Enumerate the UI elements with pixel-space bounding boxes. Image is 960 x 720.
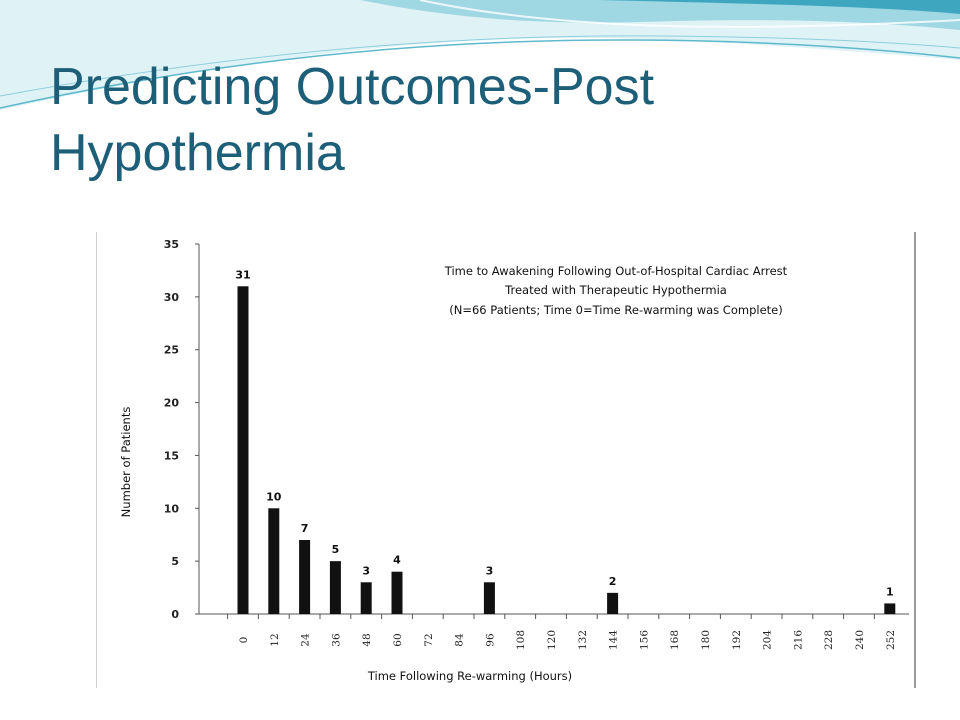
x-tick-label: 180 bbox=[700, 630, 712, 650]
bar-data-label: 3 bbox=[486, 564, 494, 577]
chart-title: Time to Awakening Following Out-of-Hospi… bbox=[444, 264, 788, 317]
wave-mid-band bbox=[360, 0, 960, 30]
bar-data-label: 1 bbox=[886, 585, 894, 598]
bar bbox=[237, 286, 249, 614]
x-tick-label: 60 bbox=[392, 633, 404, 646]
bar bbox=[884, 603, 896, 614]
x-tick-label: 96 bbox=[484, 633, 496, 647]
y-tick-label: 10 bbox=[164, 502, 180, 515]
bar bbox=[607, 592, 619, 614]
bar-data-label: 31 bbox=[235, 268, 250, 281]
slide-title: Predicting Outcomes-Post Hypothermia bbox=[50, 54, 910, 186]
bars bbox=[237, 286, 896, 614]
bar bbox=[483, 582, 495, 614]
bar-data-label: 5 bbox=[332, 543, 340, 556]
x-tick-label: 132 bbox=[577, 630, 589, 650]
x-tick-label: 168 bbox=[669, 630, 681, 650]
x-tick-label: 216 bbox=[792, 630, 804, 650]
x-axis: 0 12 24 36 48 60 72 84 96 108 120 132 144 156 168 180 19… bbox=[199, 613, 909, 650]
x-axis-title: Time Following Re-warming (Hours) bbox=[367, 669, 572, 683]
bar bbox=[329, 561, 341, 614]
wave-line-1 bbox=[0, 39, 960, 109]
wave-dark-band bbox=[600, 0, 960, 14]
x-tick-label: 204 bbox=[762, 630, 774, 650]
bar-data-label: 3 bbox=[362, 564, 370, 577]
x-tick-label: 120 bbox=[546, 630, 558, 650]
x-tick-label: 228 bbox=[823, 630, 835, 650]
bar bbox=[299, 540, 311, 614]
bar-data-label: 10 bbox=[266, 490, 282, 503]
slide-title-line-1: Predicting Outcomes-Post bbox=[50, 58, 655, 116]
y-tick-label: 0 bbox=[171, 608, 179, 621]
x-tick-label: 84 bbox=[454, 633, 466, 647]
x-tick-label: 144 bbox=[608, 630, 620, 650]
bar-data-label: 2 bbox=[609, 575, 617, 588]
chart-title-line: (N=66 Patients; Time 0=Time Re-warming w… bbox=[449, 303, 782, 317]
x-tick-label: 36 bbox=[330, 633, 342, 647]
slide-title-line-2: Hypothermia bbox=[50, 124, 345, 182]
bar bbox=[268, 508, 280, 614]
x-tick-label: 156 bbox=[638, 630, 650, 650]
y-tick-label: 30 bbox=[164, 291, 180, 304]
y-tick-label: 25 bbox=[164, 344, 179, 357]
x-tick-label: 12 bbox=[269, 633, 281, 646]
y-axis: 0 5 10 15 20 25 30 35 bbox=[164, 238, 200, 621]
y-axis-title: Number of Patients bbox=[119, 407, 133, 518]
bar-data-label: 4 bbox=[393, 554, 401, 567]
x-tick-label: 0 bbox=[238, 637, 250, 644]
data-labels: 31 10 7 5 3 4 3 2 1 bbox=[235, 268, 893, 598]
header-wave-decoration bbox=[0, 0, 960, 110]
y-tick-label: 15 bbox=[164, 449, 179, 462]
bar-chart: Time to Awakening Following Out-of-Hospi… bbox=[119, 238, 909, 683]
wave-line-2 bbox=[0, 35, 960, 97]
y-tick-label: 35 bbox=[164, 238, 179, 251]
x-tick-label: 240 bbox=[854, 630, 866, 650]
y-tick-label: 20 bbox=[164, 397, 180, 410]
x-tick-label: 252 bbox=[885, 630, 897, 650]
x-tick-label: 48 bbox=[361, 633, 373, 646]
x-tick-label: 108 bbox=[515, 630, 527, 650]
chart-panel: Time to Awakening Following Out-of-Hospi… bbox=[96, 232, 916, 688]
chart-title-line: Treated with Therapeutic Hypothermia bbox=[504, 283, 727, 297]
chart-title-line: Time to Awakening Following Out-of-Hospi… bbox=[444, 264, 788, 278]
bar bbox=[391, 571, 403, 614]
bar bbox=[360, 582, 372, 614]
y-tick-label: 5 bbox=[171, 555, 179, 568]
wave-line-3 bbox=[419, 0, 960, 28]
x-tick-label: 72 bbox=[423, 633, 435, 646]
x-tick-label: 192 bbox=[731, 630, 743, 650]
x-tick-label: 24 bbox=[300, 633, 312, 647]
bar-data-label: 7 bbox=[301, 522, 309, 535]
